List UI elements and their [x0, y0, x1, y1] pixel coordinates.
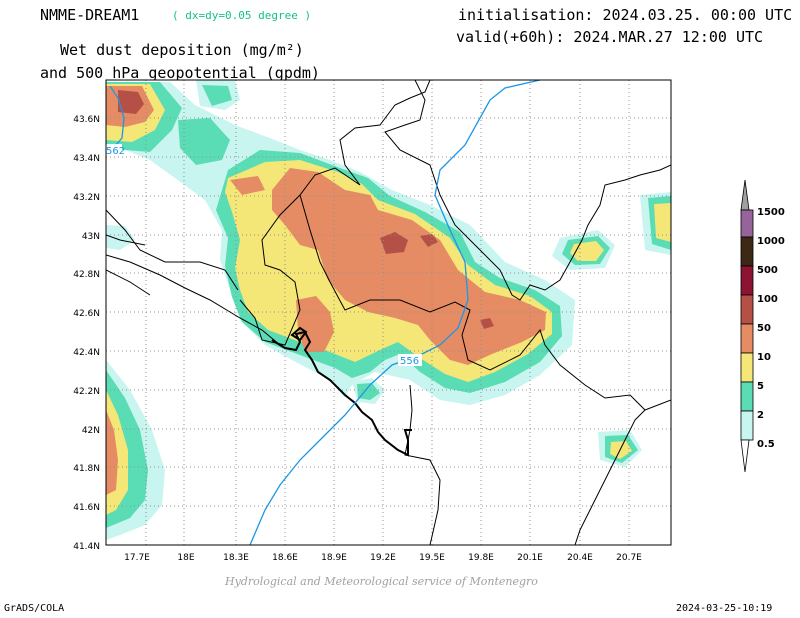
title-line-1: Wet dust deposition (mg/m²): [60, 41, 304, 59]
lon-label: 18.9E: [321, 553, 347, 563]
contour-label-562-bg: [106, 144, 122, 156]
initialisation-time: initialisation: 2024.03.25. 00:00 UTC: [458, 6, 793, 24]
latitude-labels: 43.6N 43.4N 43.2N 43N 42.8N 42.6N 42.4N …: [73, 115, 100, 552]
lon-label: 18.3E: [223, 553, 249, 563]
contour-label-556-bg: [398, 354, 422, 366]
legend-swatch-50: [740, 294, 754, 325]
legend-label: 100: [757, 294, 778, 305]
credit-text: Hydrological and Meteorological service …: [225, 575, 538, 588]
map-field: 556 562: [106, 80, 671, 545]
resolution-label: ( dx=dy=0.05 degree ): [172, 9, 312, 22]
graticule: [106, 80, 671, 545]
lat-label: 42.4N: [73, 348, 100, 358]
legend-swatch-2: [740, 381, 754, 412]
render-timestamp: 2024-03-25-10:19: [676, 603, 773, 614]
legend-swatch-100: [740, 265, 754, 296]
lon-label: 17.7E: [124, 553, 150, 563]
legend-swatch-1000: [740, 209, 754, 238]
lon-label: 19.8E: [468, 553, 494, 563]
lat-label: 43.4N: [73, 154, 100, 164]
lon-label: 18E: [177, 553, 194, 563]
legend-label: 500: [757, 265, 778, 276]
deposition-level-50: [118, 90, 494, 329]
legend-label: 1500: [757, 207, 785, 218]
lon-label: 20.7E: [616, 553, 642, 563]
legend-label: 2: [757, 410, 764, 421]
legend-label: 5: [757, 381, 764, 392]
lat-label: 43.6N: [73, 115, 100, 125]
lat-label: 41.8N: [73, 464, 100, 474]
legend-swatch-10: [740, 323, 754, 354]
lat-label: 41.4N: [73, 542, 100, 552]
lat-label: 43N: [82, 232, 100, 242]
software-label: GrADS/COLA: [4, 603, 65, 614]
country-borders: [106, 80, 671, 545]
legend-swatch-500: [740, 236, 754, 267]
lat-label: 42.8N: [73, 270, 100, 280]
bay-of-kotor: [290, 326, 308, 342]
lat-label: 42.6N: [73, 309, 100, 319]
legend-arrow-top: [740, 180, 750, 211]
lat-label: 43.2N: [73, 193, 100, 203]
lat-label: 42.2N: [73, 387, 100, 397]
contour-label-556: 556: [400, 356, 419, 367]
lon-label: 19.5E: [419, 553, 445, 563]
lon-label: 19.2E: [370, 553, 396, 563]
legend-arrow-bottom: [740, 439, 750, 473]
legend-label: 1000: [757, 236, 785, 247]
model-name: NMME-DREAM1: [40, 6, 140, 24]
legend-swatch-0-5: [740, 410, 754, 441]
contour-556: [249, 80, 541, 545]
lat-label: 42N: [82, 426, 100, 436]
longitude-labels: 17.7E 18E 18.3E 18.6E 18.9E 19.2E 19.5E …: [124, 553, 642, 563]
valid-time: valid(+60h): 2024.MAR.27 12:00 UTC: [456, 28, 764, 46]
lon-label: 20.1E: [517, 553, 543, 563]
contour-label-562: 562: [106, 146, 125, 157]
legend-label: 50: [757, 323, 771, 334]
legend-label: 0.5: [757, 439, 775, 450]
color-legend: 1500 1000 500 100 50 10 5 2 0.5: [740, 180, 785, 473]
map-frame: [105, 79, 672, 546]
legend-label: 10: [757, 352, 771, 363]
lon-label: 18.6E: [272, 553, 298, 563]
legend-swatch-5: [740, 352, 754, 383]
lat-label: 41.6N: [73, 503, 100, 513]
lon-label: 20.4E: [567, 553, 593, 563]
title-line-2: and 500 hPa geopotential (gpdm): [40, 64, 320, 82]
